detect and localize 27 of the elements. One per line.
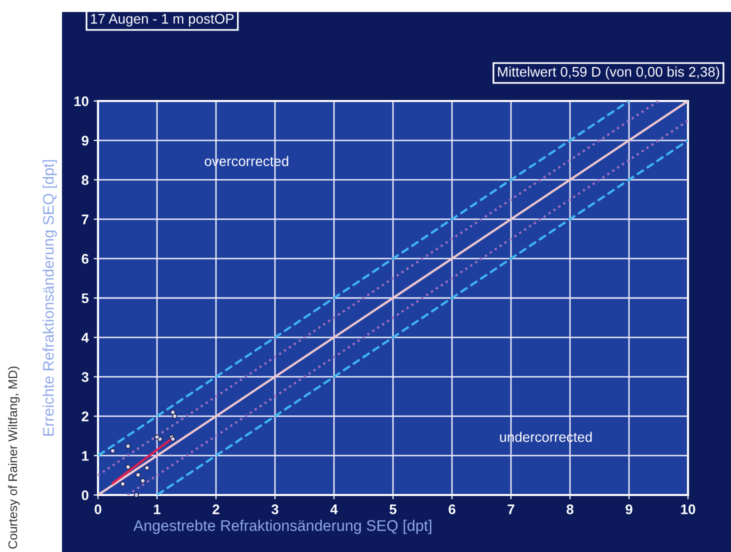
x-tick-label: 8: [566, 504, 574, 514]
x-tick-label: 10: [681, 504, 696, 514]
y-tick-label: 7: [82, 214, 88, 224]
y-tick-label: 3: [82, 372, 88, 382]
y-tick-label: 9: [82, 136, 88, 146]
x-tick-label: 7: [508, 504, 514, 514]
x-tick-label: 3: [271, 504, 278, 514]
y-tick-label: 8: [82, 175, 89, 185]
text: Courtesy of Rainer Wiltfang, MD): [8, 366, 20, 549]
y-axis-title: Erreichte Refraktionsänderung SEQ [dpt]: [42, 160, 57, 436]
y-tick-label: 6: [82, 254, 88, 264]
x-tick-label: 5: [390, 504, 396, 514]
y-tick-label: 2: [82, 412, 88, 422]
x-tick-label: 2: [212, 504, 220, 514]
x-axis-title: Angestrebte Refraktionsänderung SEQ [dpt]: [133, 520, 432, 534]
x-tick-label: 9: [626, 504, 632, 514]
y-tick-label: 0: [82, 490, 88, 500]
chart-subtitle: Mittelwert 0,59 D (von 0,00 bis 2,38): [498, 66, 720, 80]
x-tick-label: 6: [448, 504, 456, 514]
y-tick-label: 10: [74, 96, 88, 106]
y-tick-label: 4: [81, 332, 89, 342]
x-tick-label: 1: [154, 504, 160, 514]
x-tick-label: 0: [94, 504, 102, 514]
chart-title: 17 Augen - 1 m postOP: [91, 14, 234, 26]
x-tick-label: 4: [330, 504, 338, 514]
y-tick-label: 1: [82, 451, 89, 461]
y-tick-label: 5: [82, 293, 89, 304]
